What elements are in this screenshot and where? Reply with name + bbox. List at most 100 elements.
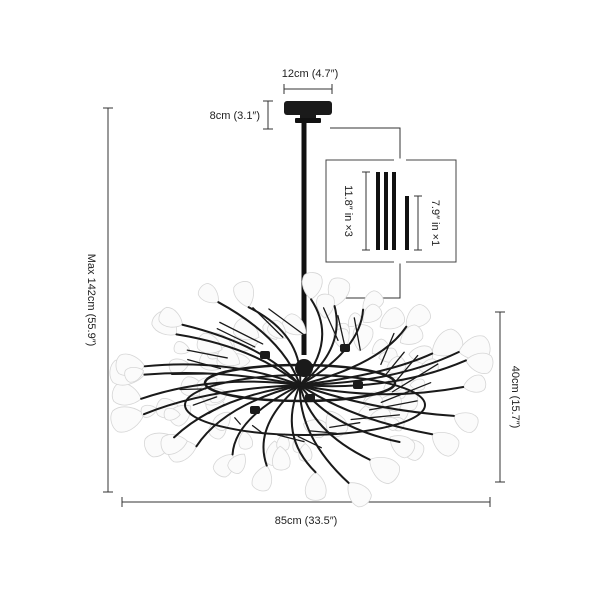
branch <box>175 333 301 386</box>
leaf <box>111 382 142 406</box>
leaf <box>405 303 431 328</box>
leaf <box>197 283 219 304</box>
leaf <box>304 471 327 501</box>
leaf <box>217 346 241 367</box>
inset-box <box>325 159 457 263</box>
leaf <box>431 432 460 457</box>
twig <box>309 430 337 434</box>
canopy-height-label: 8cm (3.1″) <box>210 110 260 122</box>
leaf <box>158 306 183 328</box>
leaf <box>238 430 253 450</box>
branch <box>195 384 301 448</box>
branch <box>299 325 408 386</box>
twig <box>329 422 361 429</box>
leaf <box>267 319 287 339</box>
branch <box>143 371 301 386</box>
leaf <box>196 332 223 354</box>
leaf <box>271 445 291 471</box>
branch <box>231 384 301 456</box>
leaf <box>124 367 145 383</box>
leaf <box>369 457 400 485</box>
leaf <box>301 272 323 300</box>
long-rod <box>392 172 396 250</box>
leaf <box>347 482 372 508</box>
branch <box>262 384 301 467</box>
center-hub <box>295 359 313 377</box>
leaf <box>462 374 487 393</box>
leaf <box>227 453 246 474</box>
twig <box>192 396 218 406</box>
long-rods-label: 11.8″ in ×3 <box>342 185 354 237</box>
branch <box>299 384 371 461</box>
twig <box>268 308 305 336</box>
twig <box>337 314 347 350</box>
leaf <box>379 307 405 330</box>
canopy <box>284 101 332 123</box>
bulb-socket <box>260 351 270 359</box>
inset-bracket-top <box>330 127 401 160</box>
branch <box>299 384 434 436</box>
twig <box>368 400 418 411</box>
twig <box>219 321 264 345</box>
bulb-socket <box>305 394 315 402</box>
twig <box>380 332 395 366</box>
bulb-socket <box>250 406 260 414</box>
leaf <box>233 281 255 308</box>
canopy-height-dimension: 8cm (3.1″) <box>210 100 273 130</box>
twig <box>277 434 305 443</box>
branch <box>142 384 301 416</box>
body-height-dimension: 40cm (15.7″) <box>495 311 521 483</box>
twig <box>186 349 228 359</box>
branch <box>143 363 301 386</box>
branch <box>173 384 301 439</box>
twig <box>350 414 401 421</box>
leaf <box>251 465 273 492</box>
chandelier-body <box>109 272 494 508</box>
body-height-label: 40cm (15.7″) <box>509 366 521 429</box>
twig <box>384 351 405 376</box>
branch <box>299 384 401 444</box>
branch <box>181 323 301 386</box>
leaf <box>168 358 190 375</box>
body-width-label: 85cm (33.5″) <box>275 515 338 527</box>
twig <box>216 328 256 348</box>
max-height-label: Max 142cm (55.9″) <box>85 254 97 347</box>
body-width-dimension: 85cm (33.5″) <box>121 497 491 527</box>
leaf <box>110 406 145 433</box>
bulb-socket <box>340 344 350 352</box>
branch <box>290 384 317 474</box>
leaf <box>453 412 479 433</box>
twig <box>380 382 432 404</box>
leaf <box>465 352 494 374</box>
leaf <box>325 410 349 438</box>
rods-inset: 11.8″ in ×3 7.9″ in ×1 <box>325 127 457 299</box>
leaf <box>281 313 307 336</box>
leaf <box>163 407 181 421</box>
leaf <box>399 324 424 345</box>
twig <box>234 417 241 425</box>
leaf <box>173 341 191 355</box>
branch <box>299 384 465 396</box>
leaf <box>431 328 464 357</box>
branch <box>299 359 467 388</box>
long-rod <box>384 172 388 250</box>
inset-bracket-bottom <box>330 262 401 299</box>
canopy-width-dimension: 12cm (4.7″) <box>282 68 338 94</box>
long-rod <box>376 172 380 250</box>
branch <box>299 305 338 386</box>
twig <box>393 354 419 384</box>
leaf <box>362 303 383 323</box>
max-height-dimension: Max 142cm (55.9″) <box>85 107 113 493</box>
twig <box>297 435 322 449</box>
bulb-socket <box>353 381 363 389</box>
branch <box>299 384 455 417</box>
branch <box>140 380 301 400</box>
leaf <box>371 338 389 355</box>
twig <box>353 317 361 351</box>
short-rod-label: 7.9″ in ×1 <box>429 200 441 246</box>
canopy-width-label: 12cm (4.7″) <box>282 68 338 80</box>
short-rod <box>405 196 409 250</box>
leaf <box>316 293 335 319</box>
